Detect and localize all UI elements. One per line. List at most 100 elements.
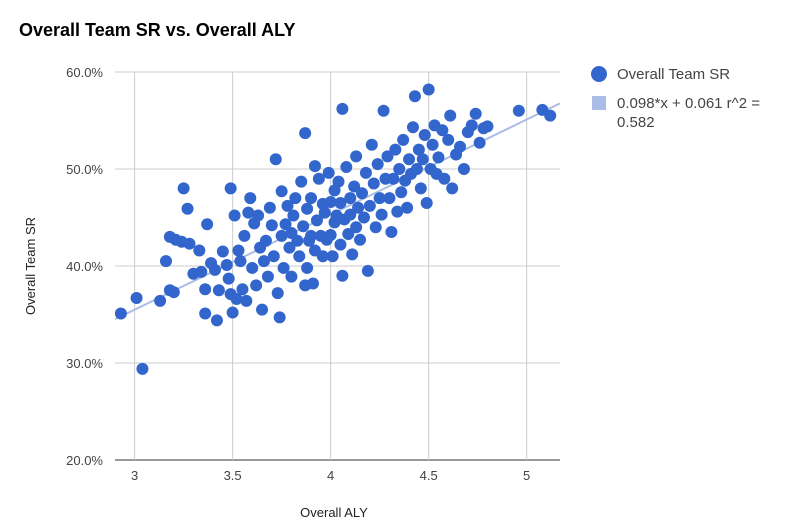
data-point[interactable] [210, 314, 223, 327]
data-point[interactable] [340, 161, 353, 174]
data-point[interactable] [377, 104, 390, 117]
data-point[interactable] [195, 265, 208, 278]
data-point[interactable] [432, 151, 445, 164]
data-point[interactable] [283, 241, 296, 254]
data-point[interactable] [381, 150, 394, 163]
data-point[interactable] [371, 158, 384, 171]
data-point[interactable] [403, 153, 416, 166]
data-point[interactable] [344, 192, 357, 205]
data-point[interactable] [387, 172, 400, 185]
data-point[interactable] [385, 226, 398, 239]
data-point[interactable] [334, 238, 347, 251]
data-point[interactable] [242, 206, 255, 219]
data-point[interactable] [226, 306, 239, 319]
data-point[interactable] [436, 124, 449, 137]
data-point[interactable] [316, 250, 329, 263]
data-point[interactable] [406, 121, 419, 134]
data-point[interactable] [240, 294, 253, 307]
data-point[interactable] [512, 104, 525, 117]
data-point[interactable] [285, 270, 298, 283]
data-point[interactable] [465, 119, 478, 132]
data-point[interactable] [348, 180, 361, 193]
data-point[interactable] [177, 182, 190, 195]
data-point[interactable] [301, 202, 314, 215]
data-point[interactable] [159, 255, 172, 268]
data-point[interactable] [265, 219, 278, 232]
legend[interactable]: Overall Team SR 0.098*x + 0.061 r^2 = 0.… [591, 66, 760, 131]
data-point[interactable] [356, 187, 369, 200]
data-point[interactable] [228, 209, 241, 222]
data-point[interactable] [269, 153, 282, 166]
data-point[interactable] [222, 272, 235, 285]
data-point[interactable] [336, 269, 349, 282]
data-point[interactable] [308, 160, 321, 173]
data-point[interactable] [291, 234, 304, 247]
data-point[interactable] [334, 196, 347, 209]
data-point[interactable] [244, 192, 257, 205]
data-point[interactable] [318, 206, 331, 219]
data-point[interactable] [250, 279, 263, 292]
data-point[interactable] [236, 283, 249, 296]
data-point[interactable] [326, 250, 339, 263]
data-point[interactable] [301, 261, 314, 274]
data-point[interactable] [322, 166, 335, 179]
data-point[interactable] [395, 186, 408, 199]
data-point[interactable] [297, 220, 310, 233]
data-point[interactable] [426, 138, 439, 151]
data-point[interactable] [383, 192, 396, 205]
data-point[interactable] [391, 205, 404, 218]
data-point[interactable] [332, 175, 345, 188]
data-point[interactable] [344, 208, 357, 221]
data-point[interactable] [422, 83, 435, 96]
data-point[interactable] [275, 185, 288, 198]
data-point[interactable] [199, 307, 212, 320]
data-point[interactable] [365, 138, 378, 151]
data-point[interactable] [454, 140, 467, 153]
data-point[interactable] [416, 153, 429, 166]
data-point[interactable] [324, 228, 337, 241]
data-point[interactable] [256, 303, 269, 316]
data-point[interactable] [263, 201, 276, 214]
data-point[interactable] [246, 261, 259, 274]
data-point[interactable] [183, 237, 196, 250]
data-point[interactable] [544, 109, 557, 122]
data-point[interactable] [275, 229, 288, 242]
data-point[interactable] [261, 270, 274, 283]
data-point[interactable] [310, 214, 323, 227]
data-point[interactable] [393, 163, 406, 175]
data-point[interactable] [401, 201, 414, 214]
data-point[interactable] [442, 133, 455, 146]
data-point[interactable] [299, 127, 312, 140]
data-point[interactable] [457, 163, 470, 175]
data-point[interactable] [224, 182, 237, 195]
data-point[interactable] [181, 202, 194, 215]
data-point[interactable] [257, 255, 270, 268]
data-point[interactable] [167, 286, 180, 299]
data-point[interactable] [216, 245, 229, 258]
data-point[interactable] [232, 244, 245, 257]
data-point[interactable] [357, 211, 370, 224]
data-point[interactable] [408, 90, 421, 103]
data-point[interactable] [375, 208, 388, 221]
data-point[interactable] [481, 120, 494, 133]
data-point[interactable] [410, 163, 423, 175]
legend-item-series[interactable]: Overall Team SR [591, 66, 730, 83]
data-point[interactable] [287, 209, 300, 222]
data-point[interactable] [389, 143, 402, 156]
data-point[interactable] [305, 192, 318, 205]
data-point[interactable] [369, 221, 382, 234]
data-point[interactable] [352, 201, 365, 214]
data-point[interactable] [397, 133, 410, 146]
data-point[interactable] [130, 292, 143, 305]
data-point[interactable] [220, 259, 233, 272]
data-point[interactable] [312, 172, 325, 185]
data-point[interactable] [279, 218, 292, 231]
data-point[interactable] [271, 287, 284, 300]
data-point[interactable] [267, 250, 280, 263]
data-point[interactable] [420, 196, 433, 209]
data-point[interactable] [289, 192, 302, 205]
data-point[interactable] [354, 233, 367, 246]
data-point[interactable] [273, 311, 286, 324]
data-point[interactable] [277, 261, 290, 274]
data-point[interactable] [208, 263, 221, 276]
